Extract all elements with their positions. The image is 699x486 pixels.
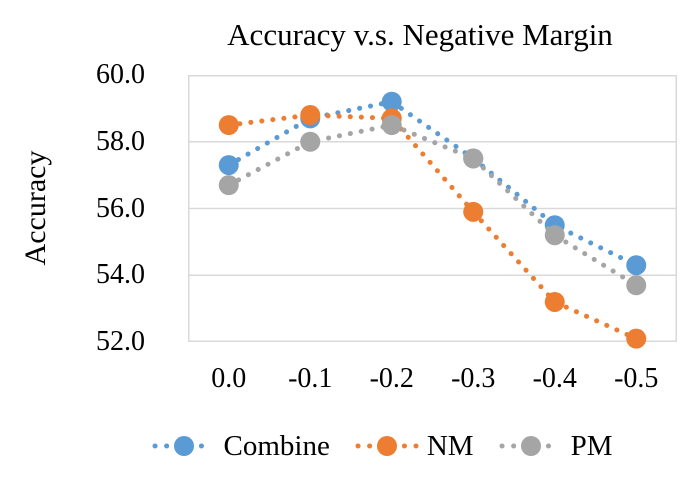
legend-marker-icon xyxy=(499,436,563,456)
data-point-marker-combine xyxy=(218,155,239,176)
series-line-nm xyxy=(226,112,639,342)
y-tick-label: 58.0 xyxy=(96,125,145,157)
data-point-marker-combine xyxy=(381,91,402,112)
legend-item-pm: PM xyxy=(499,430,613,462)
x-tick-label: -0.3 xyxy=(451,363,496,394)
x-tick-label: -0.4 xyxy=(532,363,577,394)
x-tick-label: -0.1 xyxy=(288,363,333,394)
legend-item-combine: Combine xyxy=(152,430,330,462)
legend-label: NM xyxy=(426,430,474,462)
y-tick-label: 54.0 xyxy=(96,259,145,291)
x-tick-label: -0.2 xyxy=(369,363,414,394)
data-point-marker-nm xyxy=(544,291,565,312)
data-point-marker-pm xyxy=(218,175,239,196)
chart-title: Accuracy v.s. Negative Margin xyxy=(227,17,613,52)
plot-area xyxy=(188,75,677,349)
y-tick-label: 52.0 xyxy=(96,326,145,357)
data-point-marker-nm xyxy=(300,105,321,126)
y-tick-label: 60.0 xyxy=(96,59,145,90)
data-point-marker-pm xyxy=(544,225,565,246)
legend: Combine NM PM xyxy=(0,427,699,465)
x-tick-label: -0.5 xyxy=(614,363,659,394)
legend-marker-icon xyxy=(355,436,419,456)
data-point-marker-pm xyxy=(626,275,647,296)
legend-label: PM xyxy=(570,430,613,462)
series-line-combine xyxy=(226,99,639,268)
data-point-marker-nm xyxy=(218,115,239,136)
legend-item-nm: NM xyxy=(355,430,474,462)
data-point-marker-nm xyxy=(626,328,647,349)
plot-border xyxy=(188,75,677,342)
data-point-marker-combine xyxy=(626,255,647,276)
x-tick-label: 0.0 xyxy=(211,363,247,394)
legend-marker-icon xyxy=(152,436,215,456)
data-point-marker-pm xyxy=(463,148,484,169)
y-tick-label: 56.0 xyxy=(96,192,145,224)
legend-label: Combine xyxy=(223,430,330,462)
data-point-marker-nm xyxy=(463,201,484,222)
data-point-marker-pm xyxy=(381,115,402,136)
series-line-pm xyxy=(226,122,639,288)
data-point-marker-pm xyxy=(300,131,321,152)
